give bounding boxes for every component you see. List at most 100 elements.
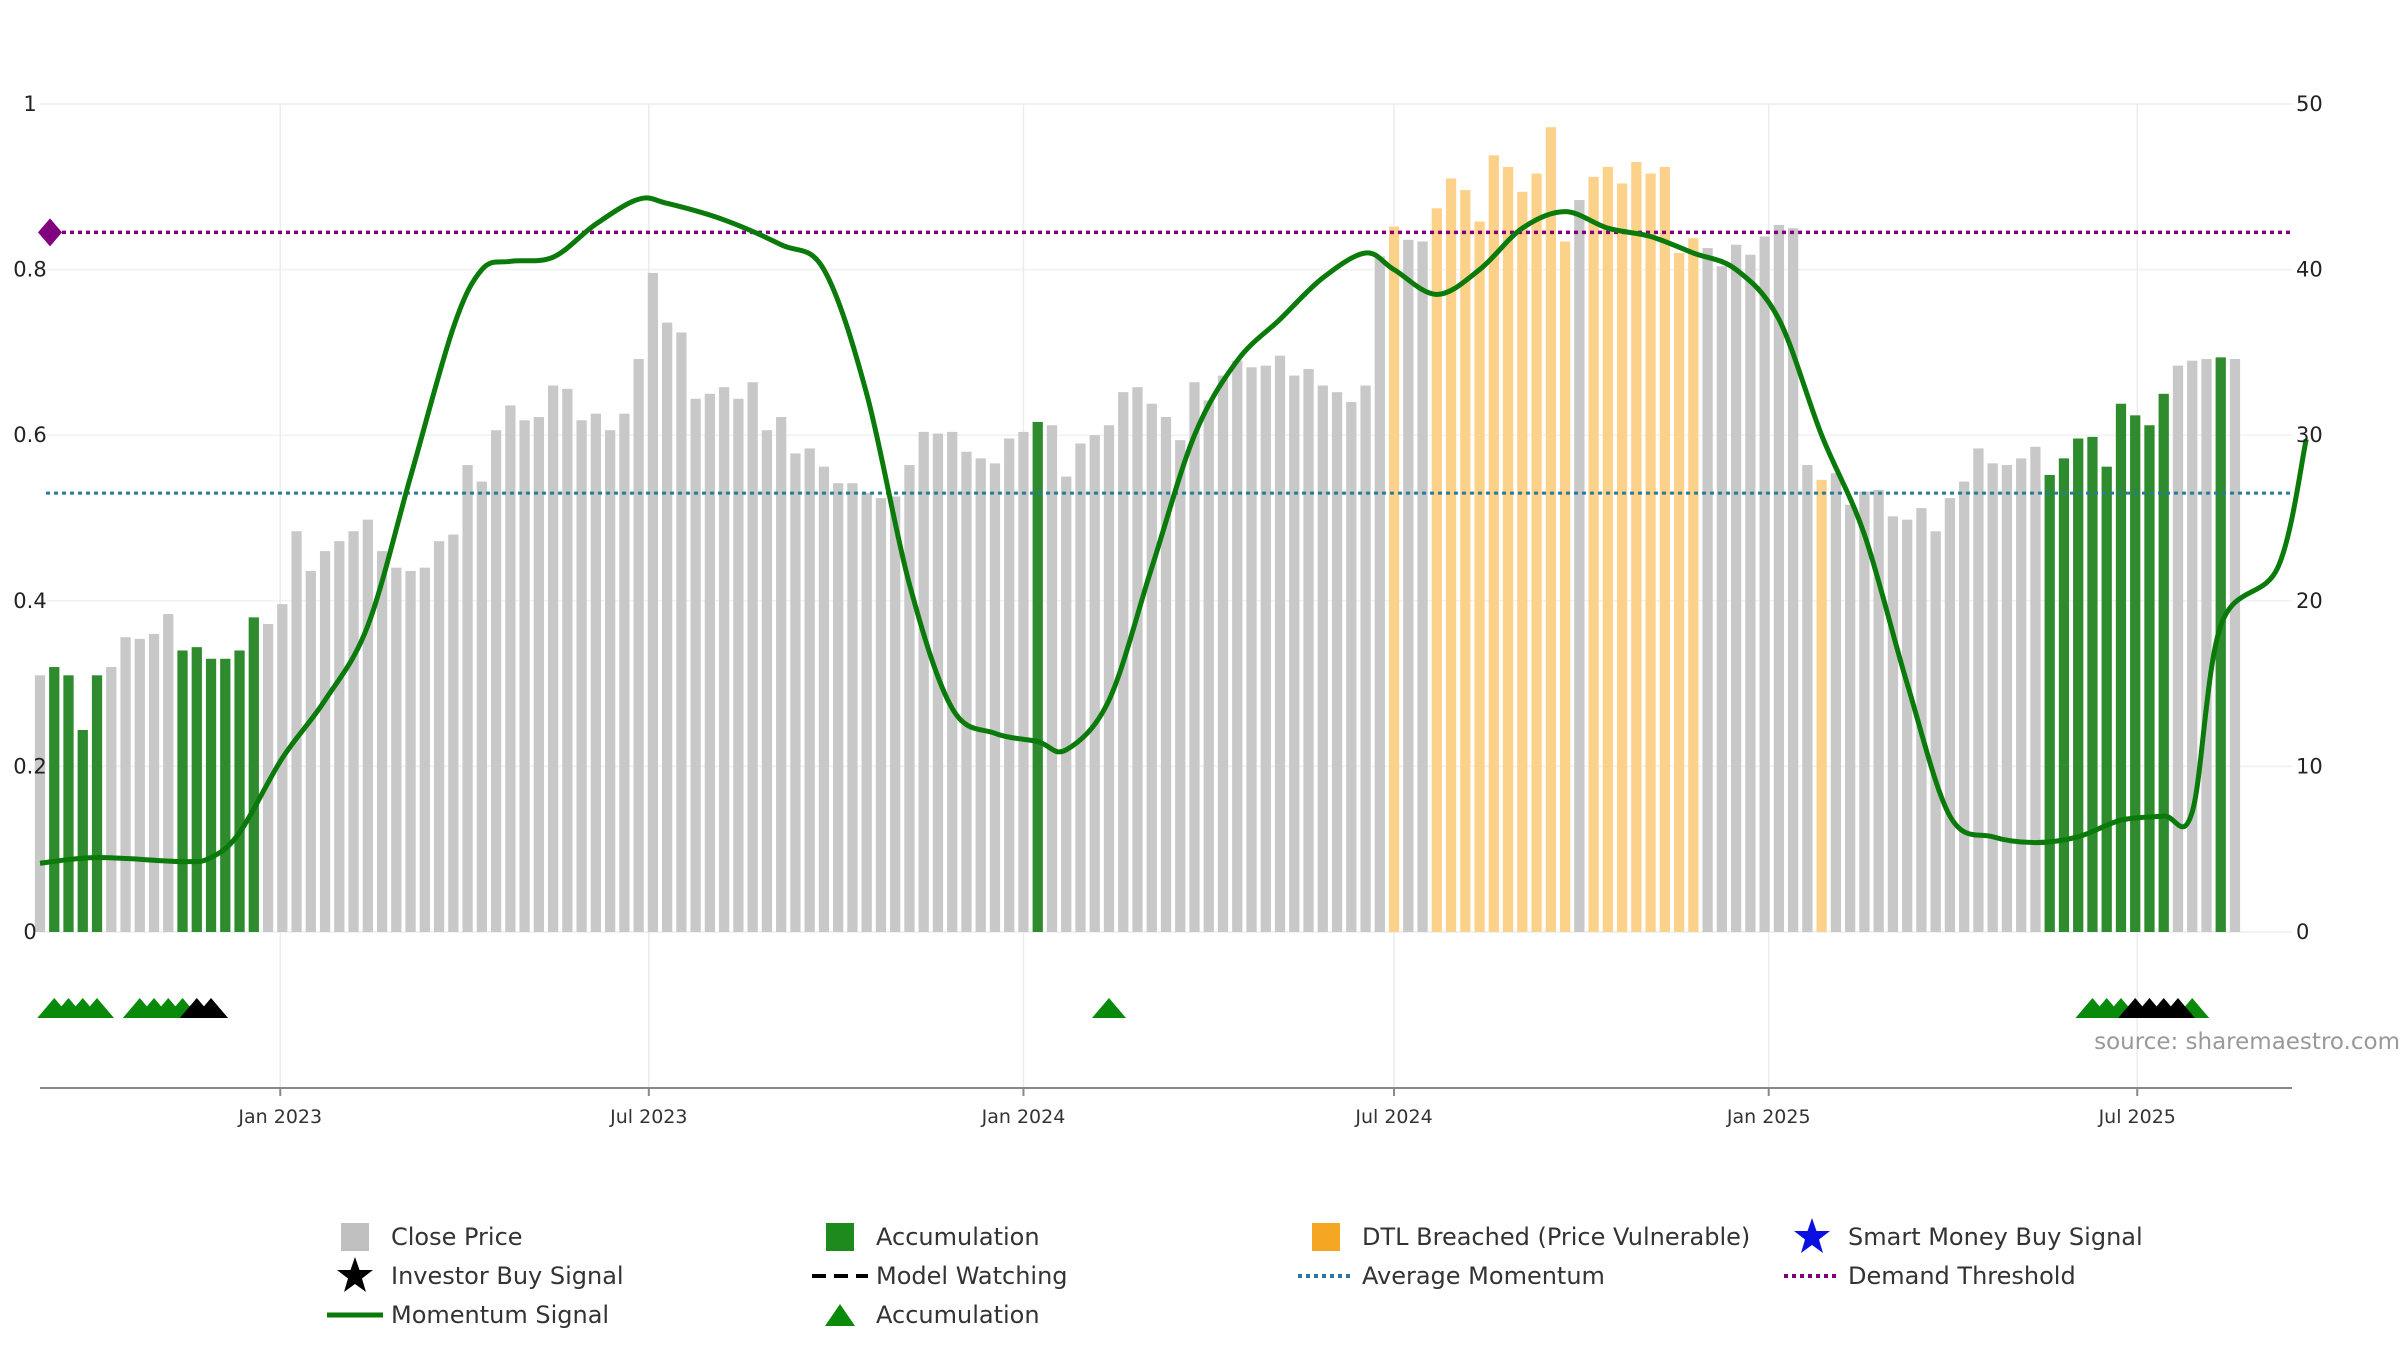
close-price-bar xyxy=(490,430,502,932)
y-right-tick-label: 40 xyxy=(2296,258,2323,282)
close-price-bar xyxy=(1289,375,1300,933)
close-price-bar xyxy=(1887,516,1899,932)
accumulation-bar xyxy=(2158,393,2169,932)
close-price-bar xyxy=(1773,224,1785,932)
close-price-bar xyxy=(676,332,687,932)
close-price-bar xyxy=(1103,425,1115,932)
close-price-bar xyxy=(1716,266,1728,933)
close-price-bar xyxy=(405,570,416,932)
dtl-breached-bar xyxy=(1645,173,1656,932)
y-left-tick-label: 1 xyxy=(23,92,36,116)
close-price-bar xyxy=(1730,244,1742,932)
close-price-bar xyxy=(334,541,345,932)
close-price-bar xyxy=(619,413,630,932)
close-price-bar xyxy=(776,416,787,932)
dtl-breached-bar xyxy=(1602,166,1613,933)
close-price-bar xyxy=(1317,385,1328,932)
close-price-bar xyxy=(106,667,117,932)
x-tick-label: Jul 2025 xyxy=(2098,1106,2176,1128)
close-price-bar xyxy=(1061,476,1072,932)
close-price-bar xyxy=(861,493,872,932)
accumulation-bar xyxy=(177,650,188,932)
momentum-signal-line xyxy=(39,195,2309,866)
dtl-breached-bar xyxy=(1816,479,1827,932)
dtl-breached-bar xyxy=(1673,253,1685,933)
dtl-breached-bar xyxy=(1474,221,1485,933)
close-price-bar xyxy=(519,420,530,932)
close-price-bar xyxy=(1802,465,1813,932)
close-price-bar xyxy=(391,567,402,932)
accumulation-bar xyxy=(248,617,259,932)
y-left-tick-label: 0.6 xyxy=(13,423,46,447)
close-price-bar xyxy=(1189,382,1200,932)
close-price-bar xyxy=(790,453,801,932)
close-price-bar xyxy=(1987,463,1998,932)
dtl-breached-bar xyxy=(1631,161,1642,932)
y-right-tick-label: 30 xyxy=(2296,423,2323,447)
close-price-bar xyxy=(2229,359,2241,932)
accumulation-triangle-marker xyxy=(1091,998,1126,1018)
close-price-bar xyxy=(1004,438,1015,932)
close-price-bar xyxy=(1203,400,1214,932)
close-price-bar xyxy=(1146,403,1157,933)
accumulation-triangle-marker xyxy=(80,998,115,1018)
close-price-bar xyxy=(904,465,915,932)
close-price-bar xyxy=(1260,365,1271,932)
dtl-breached-bar xyxy=(1616,183,1628,932)
close-price-bar xyxy=(1331,392,1343,932)
dtl-breached-bar xyxy=(1460,190,1471,932)
y-right-tick-label: 50 xyxy=(2296,92,2323,116)
y-left-tick-label: 0.2 xyxy=(13,754,46,778)
dtl-breached-bar xyxy=(1517,191,1528,932)
accumulation-bar xyxy=(205,658,217,932)
accumulation-bar xyxy=(2087,436,2098,932)
close-price-bar xyxy=(647,272,659,932)
close-price-bar xyxy=(733,398,744,932)
close-price-bar xyxy=(34,675,46,932)
close-price-bar xyxy=(120,637,131,932)
x-tick-label: Jan 2025 xyxy=(1726,1106,1811,1128)
dtl-breached-bar xyxy=(1388,226,1400,932)
dtl-breached-bar xyxy=(1688,238,1699,933)
close-price-bar xyxy=(362,519,373,932)
accumulation-bar xyxy=(63,675,74,932)
y-left-tick-label: 0.4 xyxy=(13,589,46,613)
close-price-bar xyxy=(1217,375,1229,933)
accumulation-bar xyxy=(77,729,88,932)
accumulation-bar xyxy=(234,650,245,932)
dtl-breached-bar xyxy=(1488,155,1499,932)
close-price-bar xyxy=(989,463,1001,932)
close-price-bar xyxy=(890,496,901,932)
close-price-bar xyxy=(277,604,288,932)
close-price-bar xyxy=(1374,256,1385,932)
close-price-bar xyxy=(1944,498,1956,932)
close-price-bar xyxy=(562,388,573,932)
close-price-bar xyxy=(1417,241,1428,932)
close-price-bar xyxy=(305,570,316,932)
close-price-bar xyxy=(419,567,430,932)
close-price-bar xyxy=(1132,387,1143,932)
close-price-bar xyxy=(1745,254,1756,933)
dtl-breached-bar xyxy=(1559,241,1571,932)
close-price-bar xyxy=(1702,248,1713,932)
close-price-bar xyxy=(2172,365,2184,932)
close-price-bar xyxy=(1246,367,1257,933)
demand-threshold-marker xyxy=(38,218,62,247)
close-price-bar xyxy=(804,448,815,932)
close-price-bar xyxy=(148,633,160,932)
close-price-bar xyxy=(448,534,459,932)
close-price-bar xyxy=(1973,448,1984,932)
close-price-bar xyxy=(1403,239,1414,933)
close-price-bar xyxy=(2001,465,2013,932)
close-price-bar xyxy=(633,359,644,932)
accumulation-bar xyxy=(2115,403,2127,933)
x-tick-label: Jul 2023 xyxy=(609,1106,687,1128)
close-price-bar xyxy=(875,498,887,932)
accumulation-bar xyxy=(2144,425,2155,932)
dtl-breached-bar xyxy=(1502,166,1514,933)
close-price-bar xyxy=(1274,355,1286,932)
close-price-bar xyxy=(1959,481,1970,932)
close-price-bar xyxy=(505,405,516,933)
y-right-tick-label: 10 xyxy=(2296,754,2323,778)
accumulation-bar xyxy=(220,658,231,932)
